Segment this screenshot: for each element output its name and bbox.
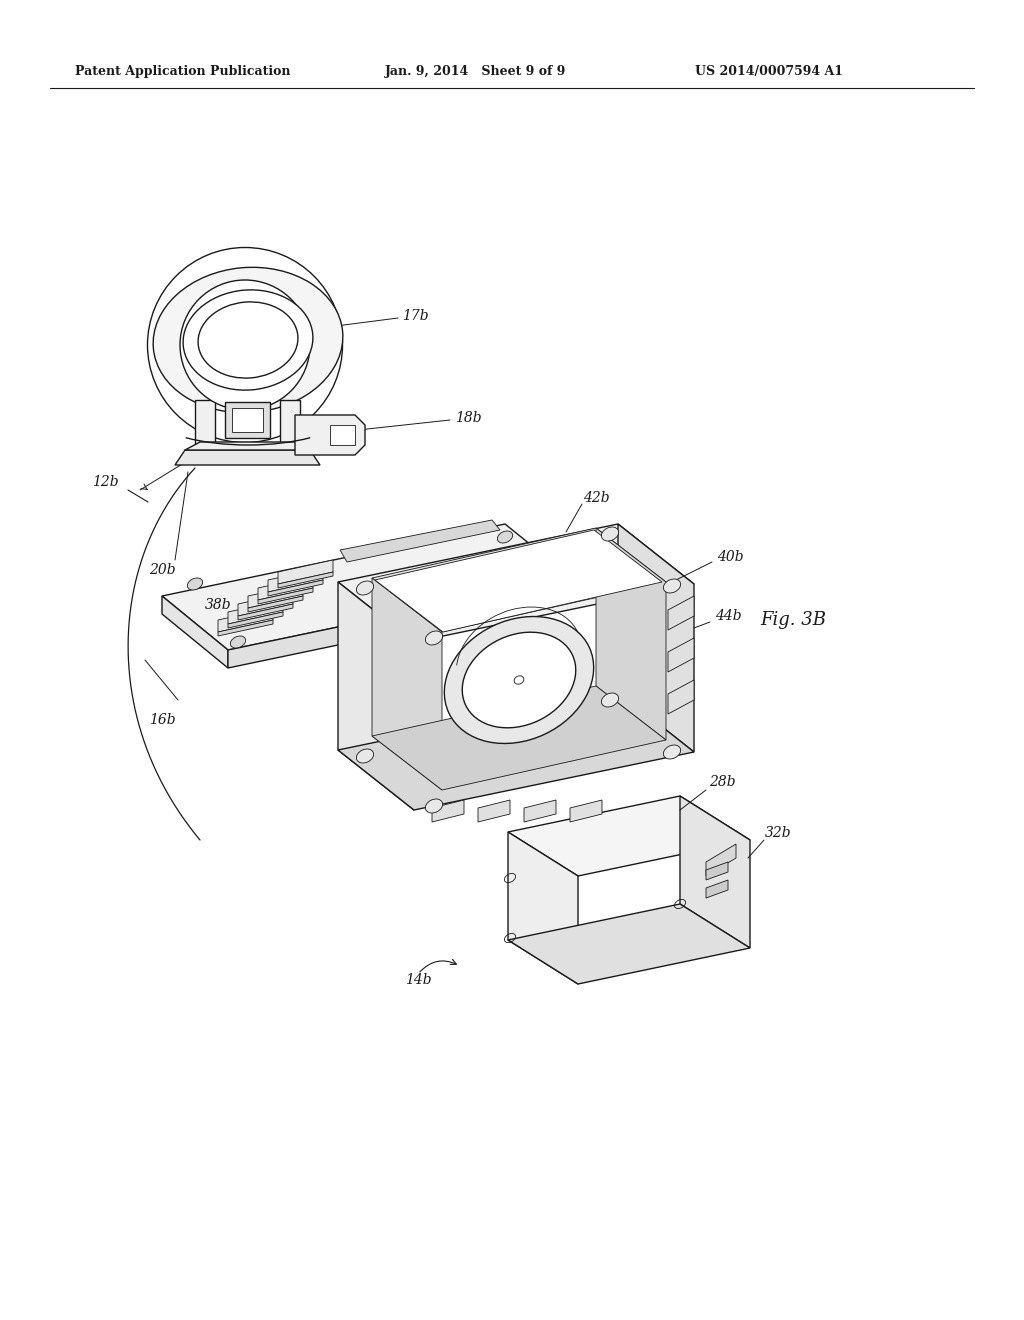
Polygon shape — [668, 638, 694, 672]
Polygon shape — [278, 572, 333, 587]
Ellipse shape — [230, 636, 246, 648]
Text: 40b: 40b — [717, 550, 743, 564]
Ellipse shape — [664, 579, 681, 593]
Text: Fig. 3B: Fig. 3B — [760, 611, 826, 630]
Ellipse shape — [147, 248, 342, 442]
Polygon shape — [618, 524, 694, 752]
Ellipse shape — [444, 616, 594, 743]
Text: 16b: 16b — [148, 713, 175, 727]
Text: 18b: 18b — [455, 411, 481, 425]
Text: US 2014/0007594 A1: US 2014/0007594 A1 — [695, 66, 843, 78]
Polygon shape — [706, 880, 728, 898]
Ellipse shape — [536, 562, 551, 574]
Text: 28b: 28b — [709, 775, 735, 789]
Ellipse shape — [425, 799, 442, 813]
Polygon shape — [218, 609, 273, 632]
Ellipse shape — [180, 280, 310, 411]
Ellipse shape — [664, 744, 681, 759]
Text: Jan. 9, 2014   Sheet 9 of 9: Jan. 9, 2014 Sheet 9 of 9 — [385, 66, 566, 78]
Polygon shape — [432, 800, 464, 822]
Ellipse shape — [462, 632, 575, 727]
Polygon shape — [228, 578, 572, 668]
Ellipse shape — [183, 290, 313, 391]
Polygon shape — [596, 528, 666, 741]
Ellipse shape — [514, 676, 524, 684]
Polygon shape — [228, 601, 283, 624]
Polygon shape — [258, 587, 313, 605]
Polygon shape — [680, 796, 750, 948]
Polygon shape — [248, 597, 303, 612]
Polygon shape — [338, 582, 414, 810]
Text: 42b: 42b — [583, 491, 609, 506]
Ellipse shape — [154, 268, 343, 413]
Polygon shape — [185, 442, 325, 450]
Polygon shape — [508, 904, 750, 983]
Polygon shape — [375, 531, 662, 632]
Polygon shape — [248, 583, 303, 609]
Polygon shape — [706, 843, 736, 876]
Polygon shape — [330, 425, 355, 445]
Polygon shape — [478, 800, 510, 822]
Text: 38b: 38b — [205, 598, 231, 612]
Polygon shape — [268, 568, 323, 591]
Polygon shape — [218, 620, 273, 636]
Polygon shape — [280, 400, 300, 459]
Polygon shape — [372, 578, 442, 789]
Polygon shape — [524, 800, 556, 822]
Ellipse shape — [356, 748, 374, 763]
Polygon shape — [278, 560, 333, 583]
Polygon shape — [295, 414, 365, 455]
Polygon shape — [258, 576, 313, 601]
Polygon shape — [225, 403, 270, 438]
Ellipse shape — [198, 302, 298, 378]
Polygon shape — [508, 796, 750, 876]
Ellipse shape — [498, 531, 513, 543]
Polygon shape — [162, 597, 228, 668]
Ellipse shape — [356, 581, 374, 595]
Polygon shape — [570, 800, 602, 822]
Polygon shape — [508, 832, 578, 983]
Text: 17b: 17b — [401, 309, 428, 323]
Polygon shape — [706, 862, 728, 880]
Ellipse shape — [601, 527, 618, 541]
Text: 44b: 44b — [715, 609, 741, 623]
Polygon shape — [228, 612, 283, 628]
Polygon shape — [195, 400, 215, 459]
Polygon shape — [340, 520, 500, 562]
Text: Patent Application Publication: Patent Application Publication — [75, 66, 291, 78]
Text: 14b: 14b — [404, 973, 431, 987]
Polygon shape — [338, 524, 694, 642]
Polygon shape — [162, 524, 572, 649]
Ellipse shape — [601, 693, 618, 708]
Text: 32b: 32b — [765, 826, 792, 840]
Polygon shape — [238, 605, 293, 620]
Polygon shape — [268, 579, 323, 597]
Polygon shape — [668, 680, 694, 714]
Ellipse shape — [425, 631, 442, 645]
Text: 12b: 12b — [92, 475, 119, 488]
Text: 20b: 20b — [148, 564, 175, 577]
Polygon shape — [668, 597, 694, 630]
Polygon shape — [175, 450, 319, 465]
Polygon shape — [372, 686, 666, 789]
Ellipse shape — [187, 578, 203, 590]
Polygon shape — [338, 692, 694, 810]
Polygon shape — [232, 408, 263, 432]
Polygon shape — [238, 591, 293, 616]
Polygon shape — [372, 528, 666, 632]
